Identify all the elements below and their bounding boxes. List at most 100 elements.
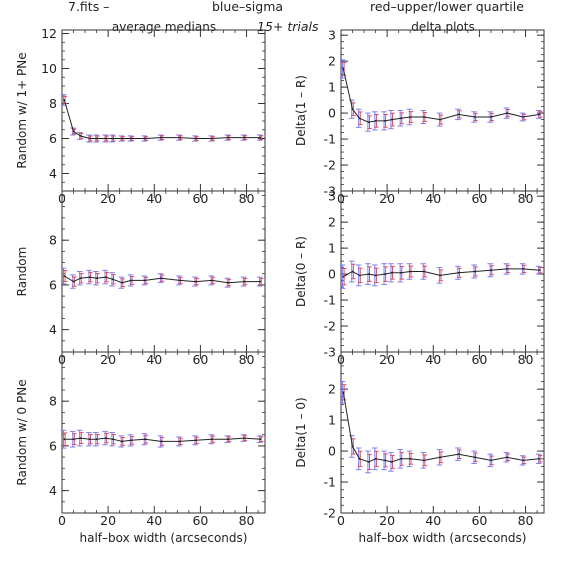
y-tick-label: 8 xyxy=(49,394,57,409)
data-point xyxy=(522,116,525,118)
data-point xyxy=(490,116,492,118)
data-point xyxy=(342,391,345,394)
y-axis-label: Random w/ 1+ PNe xyxy=(15,52,29,168)
data-point xyxy=(194,137,197,140)
data-point xyxy=(409,116,412,118)
y-tick-label: 6 xyxy=(49,438,57,453)
data-point xyxy=(88,137,91,140)
y-tick-label: 0 xyxy=(328,106,336,121)
data-point xyxy=(439,456,442,459)
x-axis-label: half–box width (arcseconds) xyxy=(80,531,248,545)
y-tick-label: 12 xyxy=(41,26,57,41)
y-tick-label: 0 xyxy=(328,267,336,282)
panel-frame xyxy=(61,29,266,192)
y-tick-label: 8 xyxy=(49,233,57,248)
data-point xyxy=(104,276,107,278)
data-point xyxy=(144,279,146,282)
x-axis-label: half–box width (arcseconds) xyxy=(359,531,527,545)
data-point xyxy=(522,459,525,462)
x-tick-label: 40 xyxy=(425,191,441,206)
y-tick-label: 2 xyxy=(328,382,336,397)
data-point xyxy=(79,277,82,280)
data-point xyxy=(259,438,262,441)
y-tick-label: 2 xyxy=(328,54,336,69)
data-point xyxy=(104,137,107,140)
right-column-title: delta plots xyxy=(411,20,474,34)
data-point xyxy=(351,108,354,111)
x-tick-label: 40 xyxy=(146,513,162,528)
data-point xyxy=(211,438,213,441)
x-tick-label: 20 xyxy=(379,191,395,206)
data-point xyxy=(227,136,229,139)
data-point xyxy=(367,121,370,124)
data-point xyxy=(194,280,197,283)
data-point xyxy=(121,281,123,284)
x-tick-label: 20 xyxy=(379,513,395,528)
data-point xyxy=(374,457,377,460)
data-point xyxy=(522,268,525,270)
data-point xyxy=(374,119,377,122)
data-point xyxy=(457,453,460,456)
data-point xyxy=(243,136,246,139)
x-tick-label: 60 xyxy=(192,352,208,367)
y-tick-label: 4 xyxy=(49,483,57,498)
y-tick-label: -3 xyxy=(324,345,336,360)
panel-6: 0 20 40 60 80 -2 -1 0 1 2 Delta(1 – 0) half–box wid… xyxy=(294,351,545,545)
data-point xyxy=(439,118,442,121)
y-tick-label: 1 xyxy=(328,80,336,95)
data-point xyxy=(144,438,146,441)
x-tick-label: 40 xyxy=(425,352,441,367)
data-point xyxy=(259,136,262,139)
series-line xyxy=(63,99,261,139)
x-tick-label: 0 xyxy=(58,513,66,528)
data-point xyxy=(390,271,393,274)
x-tick-label: 20 xyxy=(379,352,395,367)
data-point xyxy=(194,439,197,442)
data-point xyxy=(211,137,213,140)
data-point xyxy=(227,281,229,284)
data-point xyxy=(104,437,107,439)
data-point xyxy=(358,117,361,120)
data-point xyxy=(63,438,66,441)
data-point xyxy=(351,445,354,448)
y-tick-label: -1 xyxy=(324,293,336,308)
data-point xyxy=(383,273,386,275)
x-tick-label: 40 xyxy=(146,191,162,206)
data-point xyxy=(538,269,541,272)
file-label: 7.fits – xyxy=(68,0,109,14)
data-point xyxy=(400,271,402,274)
x-tick-label: 60 xyxy=(471,352,487,367)
data-point xyxy=(423,270,425,273)
data-point xyxy=(400,457,402,460)
x-tick-label: 80 xyxy=(239,352,255,367)
data-point xyxy=(390,118,393,121)
y-tick-label: 4 xyxy=(49,322,57,337)
y-axis-label: Delta(1 – R) xyxy=(294,75,308,146)
data-point xyxy=(178,279,181,282)
data-point xyxy=(111,438,114,441)
y-tick-label: 3 xyxy=(328,189,336,204)
y-tick-label: -1 xyxy=(324,475,336,490)
data-point xyxy=(88,276,91,278)
data-point xyxy=(79,134,82,137)
y-axis-label: Delta(0 – R) xyxy=(294,236,308,307)
y-tick-label: 6 xyxy=(49,277,57,292)
data-point xyxy=(473,116,476,118)
data-point xyxy=(259,280,262,283)
panel-frame xyxy=(340,351,545,514)
legend-blue-sigma: blue–sigma xyxy=(212,0,283,14)
series-line xyxy=(342,68,540,123)
y-tick-label: -1 xyxy=(324,132,336,147)
data-point xyxy=(72,438,75,441)
data-point xyxy=(538,457,541,460)
data-point xyxy=(227,438,229,441)
data-point xyxy=(409,457,412,460)
data-point xyxy=(130,137,133,140)
data-point xyxy=(121,440,123,443)
data-point xyxy=(63,275,66,277)
